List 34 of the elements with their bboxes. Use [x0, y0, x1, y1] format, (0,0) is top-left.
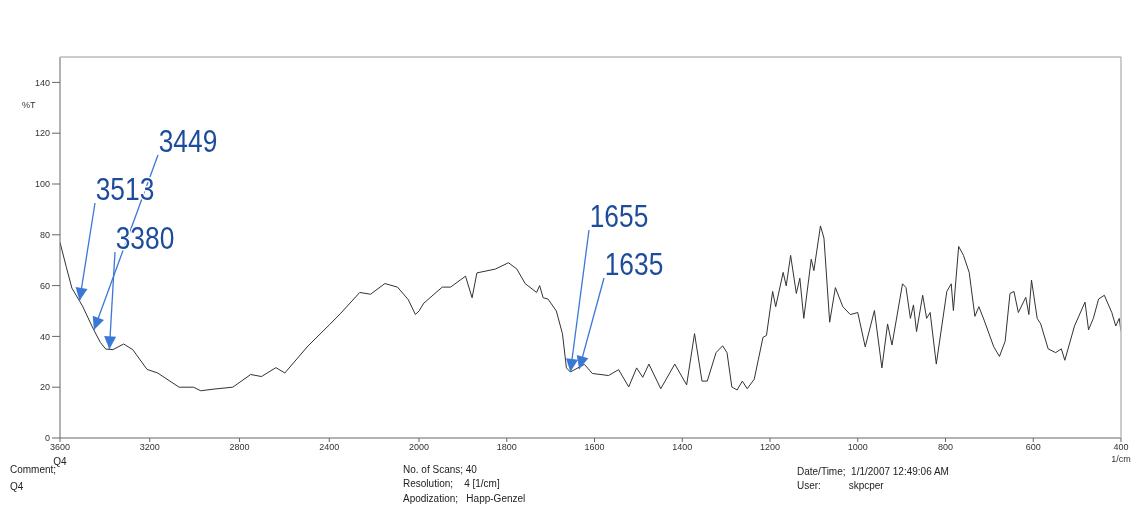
y-tick-label: 100	[34, 179, 50, 190]
text: Comment;	[10, 464, 57, 476]
x-tick-label: 2000	[408, 442, 430, 453]
y-tick-label: 0	[44, 433, 50, 444]
text: Q4	[53, 456, 67, 467]
text: Date/Time; 1/1/2007 12:49:06 AM	[797, 466, 949, 478]
annotation: 1655	[589, 198, 649, 234]
text: User: skpcper	[797, 480, 884, 492]
y-tick-label: 120	[34, 128, 50, 139]
y-tick-label: 60	[39, 280, 50, 291]
annotation: 3449	[158, 123, 218, 159]
x-tick-label: 2400	[319, 442, 340, 453]
x-axis-title: 1/cm	[1111, 454, 1131, 464]
y-axis-title: %T	[22, 100, 36, 110]
y-tick-label: 80	[39, 230, 50, 240]
x-tick-label: 800	[937, 442, 954, 453]
text: Apodization; Happ-Genzel	[403, 493, 526, 505]
x-tick-label: 1800	[496, 442, 517, 453]
text: Resolution; 4 [1/cm]	[403, 478, 500, 490]
x-tick-label: 1400	[672, 442, 693, 453]
y-tick-label: 40	[39, 331, 50, 342]
x-tick-label: 1200	[759, 442, 781, 453]
text: Q4	[10, 481, 24, 493]
x-tick-label: 400	[1113, 442, 1129, 453]
x-tick-label: 600	[1025, 442, 1041, 453]
x-tick-label: 3600	[49, 442, 71, 453]
y-tick-label: 140	[34, 77, 50, 88]
text: No. of Scans; 40	[403, 464, 477, 476]
x-tick-label: 1000	[847, 442, 868, 453]
annotation: 1635	[604, 246, 664, 282]
x-tick-label: 2800	[229, 442, 250, 453]
x-tick-label: 1600	[584, 442, 605, 453]
y-tick-label: 20	[39, 382, 50, 393]
x-tick-label: 3200	[139, 442, 160, 453]
